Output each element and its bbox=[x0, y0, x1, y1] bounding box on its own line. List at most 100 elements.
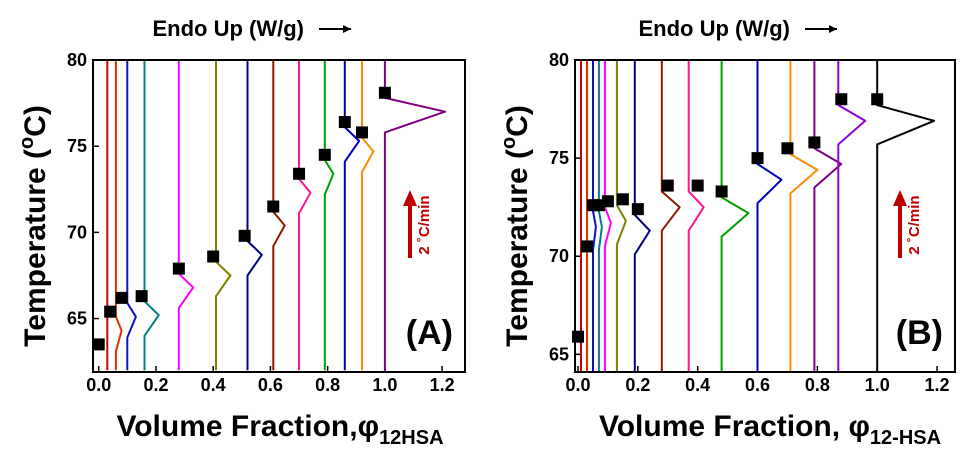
dsc-curve bbox=[687, 60, 705, 372]
dsc-curve bbox=[343, 60, 361, 371]
marker bbox=[751, 152, 764, 165]
dsc-curve bbox=[837, 60, 867, 372]
rate-label: 2 ˚C/min bbox=[906, 195, 923, 254]
title-arrowhead bbox=[829, 25, 837, 33]
dsc-curve bbox=[143, 60, 160, 371]
marker bbox=[601, 195, 614, 208]
x-label-symbol: φ bbox=[358, 410, 379, 443]
plot-frame bbox=[574, 59, 956, 373]
marker bbox=[631, 203, 644, 216]
x-tick-label: 0.6 bbox=[258, 375, 283, 395]
curves bbox=[106, 60, 446, 371]
x-label-symbol: φ bbox=[848, 410, 869, 443]
marker bbox=[835, 93, 848, 106]
y-tick-label: 65 bbox=[67, 309, 87, 329]
y-label-text: Temperature ( bbox=[501, 149, 534, 347]
dsc-curve bbox=[383, 60, 446, 371]
marker bbox=[172, 262, 185, 275]
x-tick-label: 1.0 bbox=[865, 375, 890, 395]
y-label-end: C) bbox=[19, 105, 52, 137]
x-tick-label: 1.0 bbox=[372, 375, 397, 395]
y-tick-label: 75 bbox=[549, 148, 569, 168]
x-label-text: Volume Fraction, bbox=[116, 410, 357, 443]
marker bbox=[135, 290, 148, 303]
marker bbox=[808, 136, 821, 149]
x-label-text: Volume Fraction, bbox=[599, 410, 848, 443]
dsc-curve bbox=[323, 60, 335, 371]
marker bbox=[355, 126, 368, 139]
title: Endo Up (W/g) bbox=[152, 16, 304, 41]
x-label-subscript: 12-HSA bbox=[870, 427, 941, 449]
dsc-curve bbox=[215, 60, 232, 371]
marker bbox=[318, 148, 331, 161]
x-tick-label: 1.2 bbox=[430, 375, 455, 395]
x-axis-label: Volume Fraction,φ12HSA bbox=[116, 410, 443, 449]
y-label-sup: o bbox=[16, 137, 38, 149]
dsc-curve bbox=[177, 60, 195, 371]
dsc-curve bbox=[126, 60, 137, 371]
marker bbox=[871, 93, 884, 106]
title: Endo Up (W/g) bbox=[638, 16, 790, 41]
marker bbox=[616, 193, 629, 206]
dsc-curve bbox=[361, 60, 375, 371]
dsc-curve bbox=[597, 60, 603, 372]
marker bbox=[661, 179, 674, 192]
dsc-curve bbox=[592, 60, 597, 372]
marker bbox=[238, 229, 251, 242]
curves bbox=[580, 60, 936, 372]
title-arrowhead bbox=[343, 25, 351, 33]
marker bbox=[691, 179, 704, 192]
marker bbox=[267, 200, 280, 213]
marker bbox=[104, 305, 117, 318]
dsc-curve bbox=[298, 60, 312, 371]
dsc-curve bbox=[756, 60, 783, 372]
x-tick-label: 0.2 bbox=[143, 375, 168, 395]
y-axis-label: Temperature (oC) bbox=[16, 105, 52, 347]
y-tick-label: 75 bbox=[67, 136, 87, 156]
marker bbox=[207, 250, 220, 263]
x-tick-label: 0.8 bbox=[805, 375, 830, 395]
x-tick-label: 1.2 bbox=[925, 375, 950, 395]
y-label-sup: o bbox=[498, 137, 520, 149]
dsc-curve bbox=[660, 60, 681, 372]
rate-label: 2 ˚C/min bbox=[416, 195, 433, 254]
dsc-curve bbox=[114, 60, 123, 371]
dsc-curve bbox=[615, 60, 627, 372]
x-tick-label: 0.0 bbox=[86, 375, 111, 395]
y-label-end: C) bbox=[501, 105, 534, 137]
dsc-curve bbox=[246, 60, 263, 371]
rate-arrowhead bbox=[403, 190, 417, 206]
x-tick-label: 0.6 bbox=[745, 375, 770, 395]
x-tick-label: 0.0 bbox=[565, 375, 590, 395]
dsc-curve bbox=[272, 60, 286, 371]
x-label-subscript: 12HSA bbox=[379, 427, 443, 449]
plot-frame bbox=[92, 59, 466, 373]
y-tick-label: 70 bbox=[67, 222, 87, 242]
marker bbox=[781, 142, 794, 155]
y-label-text: Temperature ( bbox=[19, 149, 52, 347]
dsc-curve bbox=[720, 60, 750, 372]
dsc-curve bbox=[603, 60, 612, 372]
panel-label: (A) bbox=[406, 314, 453, 352]
marker bbox=[293, 167, 306, 180]
dsc-curve bbox=[789, 60, 819, 372]
y-tick-label: 80 bbox=[549, 50, 569, 70]
x-tick-label: 0.2 bbox=[625, 375, 650, 395]
rate-arrowhead bbox=[893, 190, 907, 206]
marker bbox=[715, 185, 728, 198]
marker bbox=[92, 338, 105, 351]
y-tick-label: 80 bbox=[67, 50, 87, 70]
dsc-curve bbox=[633, 60, 651, 372]
y-axis-label: Temperature (oC) bbox=[498, 105, 534, 347]
marker bbox=[338, 116, 351, 129]
y-tick-label: 65 bbox=[549, 344, 569, 364]
marker bbox=[571, 330, 584, 343]
dsc-curve bbox=[813, 60, 843, 372]
x-tick-label: 0.4 bbox=[685, 375, 710, 395]
marker bbox=[378, 86, 391, 99]
y-tick-label: 70 bbox=[549, 246, 569, 266]
marker bbox=[580, 240, 593, 253]
panel-label: (B) bbox=[896, 314, 943, 352]
x-tick-label: 0.4 bbox=[201, 375, 226, 395]
